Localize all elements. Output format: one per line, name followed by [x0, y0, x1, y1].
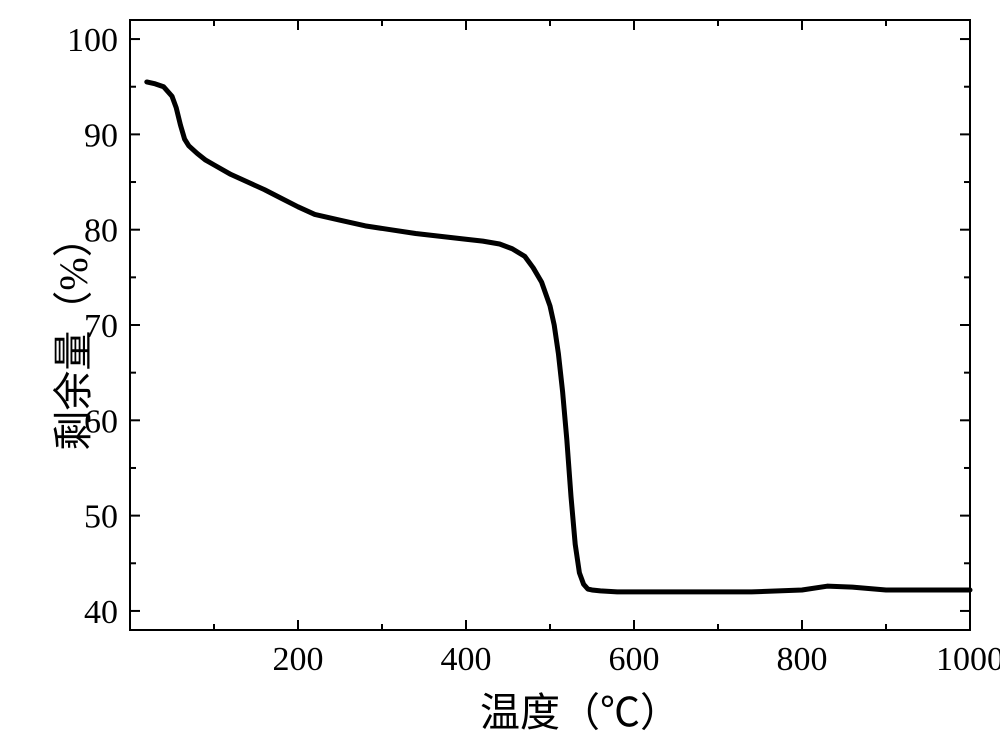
y-tick-label: 50 — [84, 499, 118, 536]
x-tick-label: 400 — [441, 641, 492, 678]
x-axis-label: 温度（℃） — [430, 680, 730, 738]
x-tick-label: 200 — [273, 641, 324, 678]
x-tick-label: 1000 — [936, 641, 1000, 678]
y-tick-label: 40 — [84, 594, 118, 631]
x-tick-label: 600 — [609, 641, 660, 678]
x-tick-label: 800 — [777, 641, 828, 678]
y-axis-label: 剩余量（%） — [41, 204, 99, 464]
y-tick-label: 90 — [84, 117, 118, 154]
y-tick-label: 100 — [67, 22, 118, 59]
chart-svg: 2004006008001000405060708090100 — [0, 0, 1000, 740]
chart-container: 2004006008001000405060708090100 剩余量（%） 温… — [0, 0, 1000, 740]
